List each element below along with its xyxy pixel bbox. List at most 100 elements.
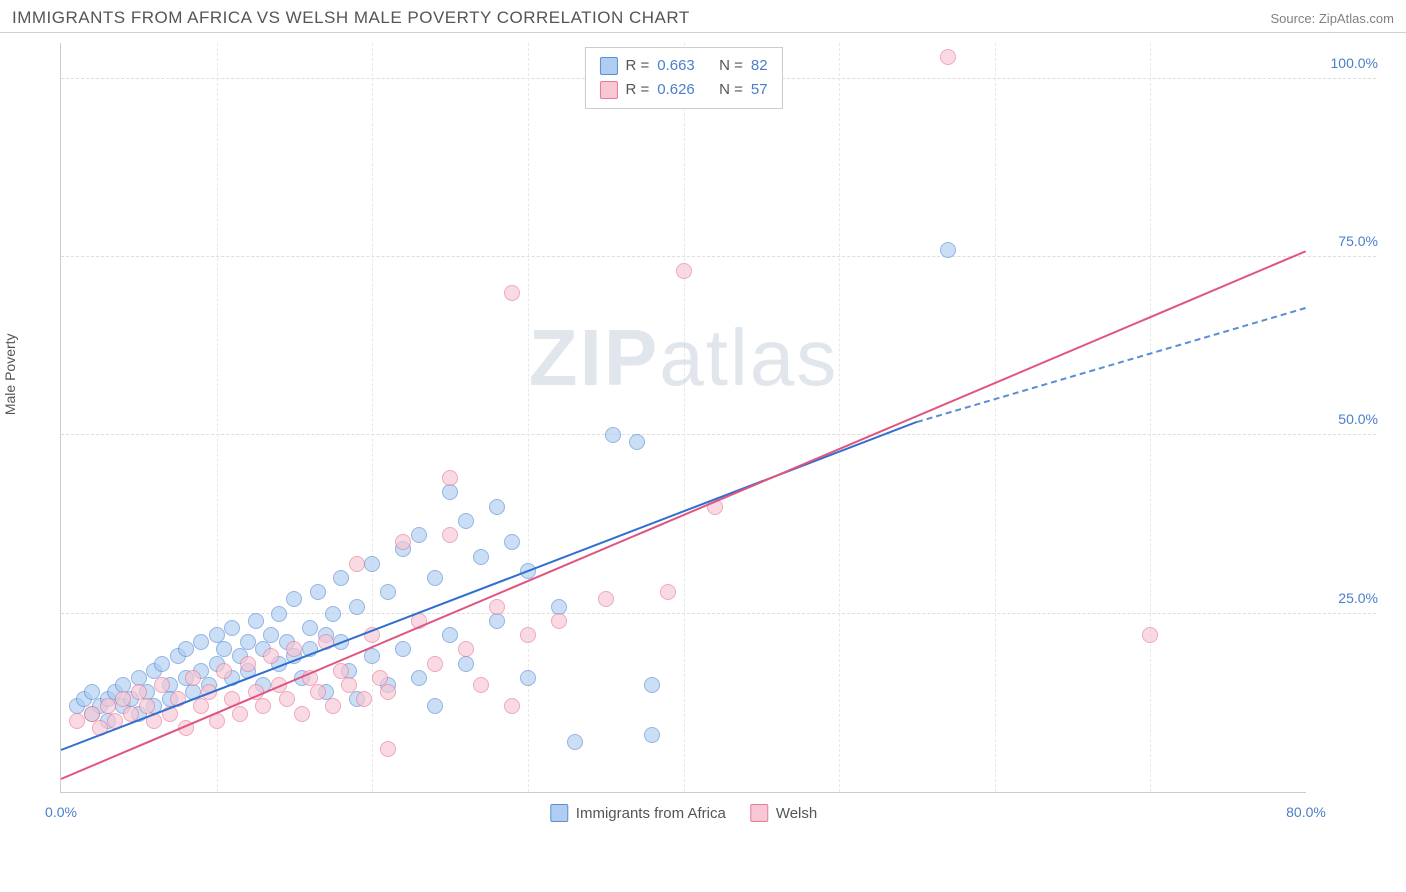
scatter-point [154,656,170,672]
legend-row-series-0: R = 0.663 N = 82 [599,54,767,78]
scatter-point [395,641,411,657]
scatter-point [940,242,956,258]
gridline-v [839,43,840,792]
scatter-point [442,484,458,500]
legend-item-0: Immigrants from Africa [550,804,726,822]
gridline-v [1150,43,1151,792]
scatter-point [263,627,279,643]
scatter-point [395,534,411,550]
scatter-point [364,648,380,664]
scatter-point [232,706,248,722]
y-tick-label: 100.0% [1331,55,1378,71]
watermark-light: atlas [659,313,838,402]
scatter-point [605,427,621,443]
chart-header: IMMIGRANTS FROM AFRICA VS WELSH MALE POV… [0,0,1406,33]
x-tick-label: 80.0% [1286,804,1326,820]
scatter-point [263,648,279,664]
scatter-point [504,534,520,550]
scatter-point [193,698,209,714]
y-tick-label: 50.0% [1338,411,1378,427]
scatter-point [271,606,287,622]
r-label-0: R = [625,54,649,78]
scatter-point [193,634,209,650]
legend-swatch-0 [599,57,617,75]
scatter-point [520,670,536,686]
legend-bottom-label-0: Immigrants from Africa [576,805,726,822]
n-label-1: N = [719,78,743,102]
scatter-point [489,599,505,615]
scatter-point [489,499,505,515]
scatter-point [286,641,302,657]
chart-area: Male Poverty ZIPatlas R = 0.663 N = 82 R… [30,43,1386,853]
scatter-point [380,741,396,757]
legend-item-1: Welsh [750,804,817,822]
legend-bottom-swatch-1 [750,804,768,822]
legend-row-series-1: R = 0.626 N = 57 [599,78,767,102]
scatter-point [310,684,326,700]
scatter-point [240,634,256,650]
y-axis-label: Male Poverty [2,333,18,415]
scatter-point [411,670,427,686]
scatter-point [325,606,341,622]
scatter-point [676,263,692,279]
legend-bottom-swatch-0 [550,804,568,822]
scatter-point [940,49,956,65]
n-value-1: 57 [751,78,768,102]
r-value-1: 0.626 [657,78,695,102]
series-legend: Immigrants from Africa Welsh [550,804,817,822]
scatter-point [154,677,170,693]
chart-title: IMMIGRANTS FROM AFRICA VS WELSH MALE POV… [12,8,690,28]
correlation-legend: R = 0.663 N = 82 R = 0.626 N = 57 [584,47,782,109]
n-value-0: 82 [751,54,768,78]
source-value: ZipAtlas.com [1319,11,1394,26]
scatter-point [310,584,326,600]
source-attribution: Source: ZipAtlas.com [1270,11,1394,26]
gridline-h [61,434,1376,435]
scatter-point [427,656,443,672]
scatter-point [302,620,318,636]
gridline-h [61,256,1376,257]
trend-line [917,307,1307,423]
legend-swatch-1 [599,81,617,99]
scatter-point [69,713,85,729]
scatter-point [178,641,194,657]
scatter-point [341,677,357,693]
scatter-point [473,549,489,565]
n-label-0: N = [719,54,743,78]
scatter-point [442,627,458,643]
scatter-point [442,527,458,543]
scatter-point [185,670,201,686]
scatter-point [333,570,349,586]
scatter-point [325,698,341,714]
scatter-point [504,698,520,714]
scatter-point [458,641,474,657]
scatter-point [644,727,660,743]
y-tick-label: 75.0% [1338,233,1378,249]
scatter-point [411,527,427,543]
scatter-point [349,556,365,572]
gridline-v [995,43,996,792]
scatter-point [248,613,264,629]
scatter-point [629,434,645,450]
scatter-point [520,627,536,643]
plot-region: ZIPatlas R = 0.663 N = 82 R = 0.626 N = … [60,43,1306,793]
scatter-point [240,656,256,672]
gridline-v [217,43,218,792]
scatter-point [364,556,380,572]
gridline-v [684,43,685,792]
scatter-point [1142,627,1158,643]
scatter-point [442,470,458,486]
watermark-bold: ZIP [529,313,659,402]
legend-bottom-label-1: Welsh [776,805,817,822]
scatter-point [286,591,302,607]
scatter-point [349,599,365,615]
scatter-point [458,513,474,529]
scatter-point [380,684,396,700]
scatter-point [489,613,505,629]
x-tick-label: 0.0% [45,804,77,820]
scatter-point [294,706,310,722]
scatter-point [216,641,232,657]
scatter-point [473,677,489,693]
scatter-point [380,584,396,600]
source-label: Source: [1270,11,1318,26]
